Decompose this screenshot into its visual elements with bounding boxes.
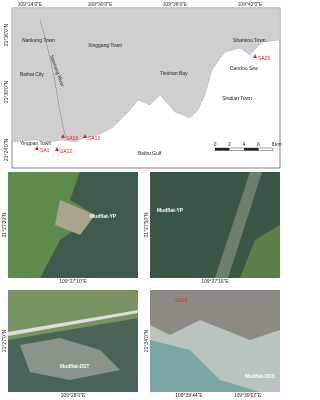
site-marker [253, 54, 257, 58]
lon-label: 109°30'0"E [88, 2, 113, 8]
lat-label: 21°30'0"N [4, 80, 10, 103]
site-label: SA16 [66, 136, 78, 142]
site-marker [35, 146, 39, 150]
site-marker [83, 134, 87, 138]
place-label: Dandou Sea [230, 66, 258, 72]
panel-text: 109°27'10"E 21°27'20"N Mudflat-YP 109°27'16… [2, 208, 276, 399]
place-label: Nankang Town [22, 38, 55, 44]
place-label: Beibu Gulf [138, 151, 162, 157]
main-map [11, 7, 281, 169]
scale-tick: 4 [243, 142, 246, 148]
lon-label: 109°36'0"E [163, 2, 188, 8]
place-label: Beihai City [20, 72, 44, 78]
place-label: Yingpan Town [20, 141, 51, 147]
place-label: Tieshan Bay [160, 71, 188, 77]
place-label: Shankou Town [233, 38, 266, 44]
mudflat-label: Mudflat-DDS [245, 374, 276, 380]
lon-label: 109°28'0"E [61, 393, 86, 399]
site-label: SA15 [88, 136, 100, 142]
scale-unit: km [275, 142, 282, 148]
lon-label: 109°27'16"E [201, 279, 229, 285]
lat-label: 21°36'0"N [4, 23, 10, 46]
lon-label: 109°39'52"E [234, 393, 262, 399]
panel [8, 172, 138, 278]
lon-label: 109°42'0"E [238, 2, 263, 8]
place-label: Xinggang Town [88, 43, 122, 49]
site-marker [61, 134, 65, 138]
scale-tick: 8 [272, 142, 275, 148]
lon-label: 109°27'10"E [59, 279, 87, 285]
scale-tick: 2 [228, 142, 231, 148]
mudflat-label: Mudflat-DST [60, 364, 89, 370]
scale-tick: 0 [214, 142, 217, 148]
lat-label: 21°24'0"N [4, 138, 10, 161]
site-marker [55, 147, 59, 151]
lon-label: 109°24'0"E [18, 2, 43, 8]
lon-label: 109°39'44"E [175, 393, 203, 399]
panel [150, 172, 280, 278]
panel [8, 290, 138, 392]
panel [150, 290, 280, 392]
lat-label: 21°34'0"N [144, 329, 150, 352]
site-label: SA26 [175, 298, 187, 304]
figure: 109°24'0"E 109°30'0"E 109°36'0"E 109°42'0"E… [2, 2, 282, 399]
lat-label: 21°27'20"N [2, 212, 8, 237]
lat-label: 21°27'50"N [144, 212, 150, 237]
site-label: SA26 [258, 56, 270, 62]
scale-tick: 6 [257, 142, 260, 148]
mudflat-label: Mudflat-YP [157, 208, 184, 214]
site-label: SA12 [60, 149, 72, 155]
mudflat-label: Mudflat-YP [90, 214, 117, 220]
site-label: SA1 [40, 148, 50, 154]
place-label: Shatian Town [222, 96, 252, 102]
lat-label: 21°27'0"N [2, 329, 8, 352]
